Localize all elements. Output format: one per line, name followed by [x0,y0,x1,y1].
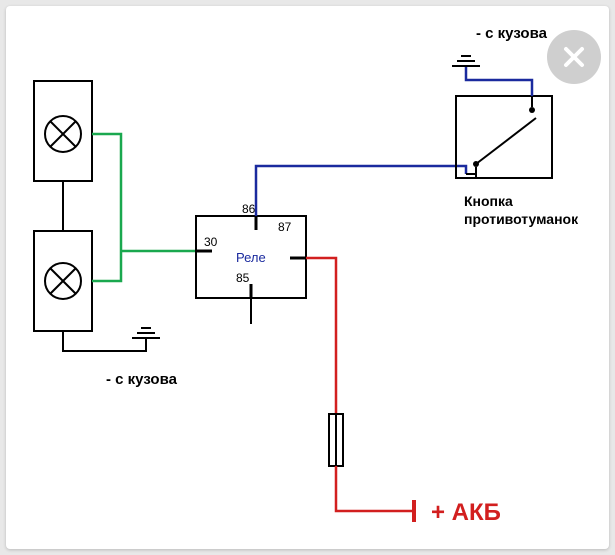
ground-left-icon [132,328,160,338]
fog-light-switch [456,96,552,178]
wire-red-relay-to-fuse [306,258,336,414]
diagram-card: - с кузова 30 86 87 85 Реле Кнопка [6,6,609,549]
fog-lamp-1 [34,81,92,181]
ground-top-label: - с кузова [476,25,548,42]
switch-label-line1: Кнопка [464,193,513,209]
relay-pin-87: 87 [278,220,292,234]
close-button[interactable] [547,30,601,84]
relay-label: Реле [236,250,266,265]
akb-label: + АКБ [431,499,501,526]
ground-top-icon [452,56,480,66]
ground-left-label: - с кузова [106,371,178,388]
wiring-diagram: - с кузова 30 86 87 85 Реле Кнопка [6,6,609,549]
switch-label-line2: противотуманок [464,211,579,227]
relay-pin-85: 85 [236,271,250,285]
wire-red-fuse-to-akb [336,466,414,511]
wire-lamp-to-ground [63,331,146,351]
wire-green-lamp1 [92,134,121,251]
wire-blue-switch-to-ground [466,66,532,96]
wire-blue-relay-to-switch [256,166,466,216]
relay-pin-86: 86 [242,202,256,216]
fog-lamp-2 [34,231,92,331]
relay-pin-30: 30 [204,235,218,249]
relay: 30 86 87 85 Реле [196,202,306,298]
wire-green-lamp2 [92,251,121,281]
close-icon [561,44,587,70]
fuse [329,414,343,466]
